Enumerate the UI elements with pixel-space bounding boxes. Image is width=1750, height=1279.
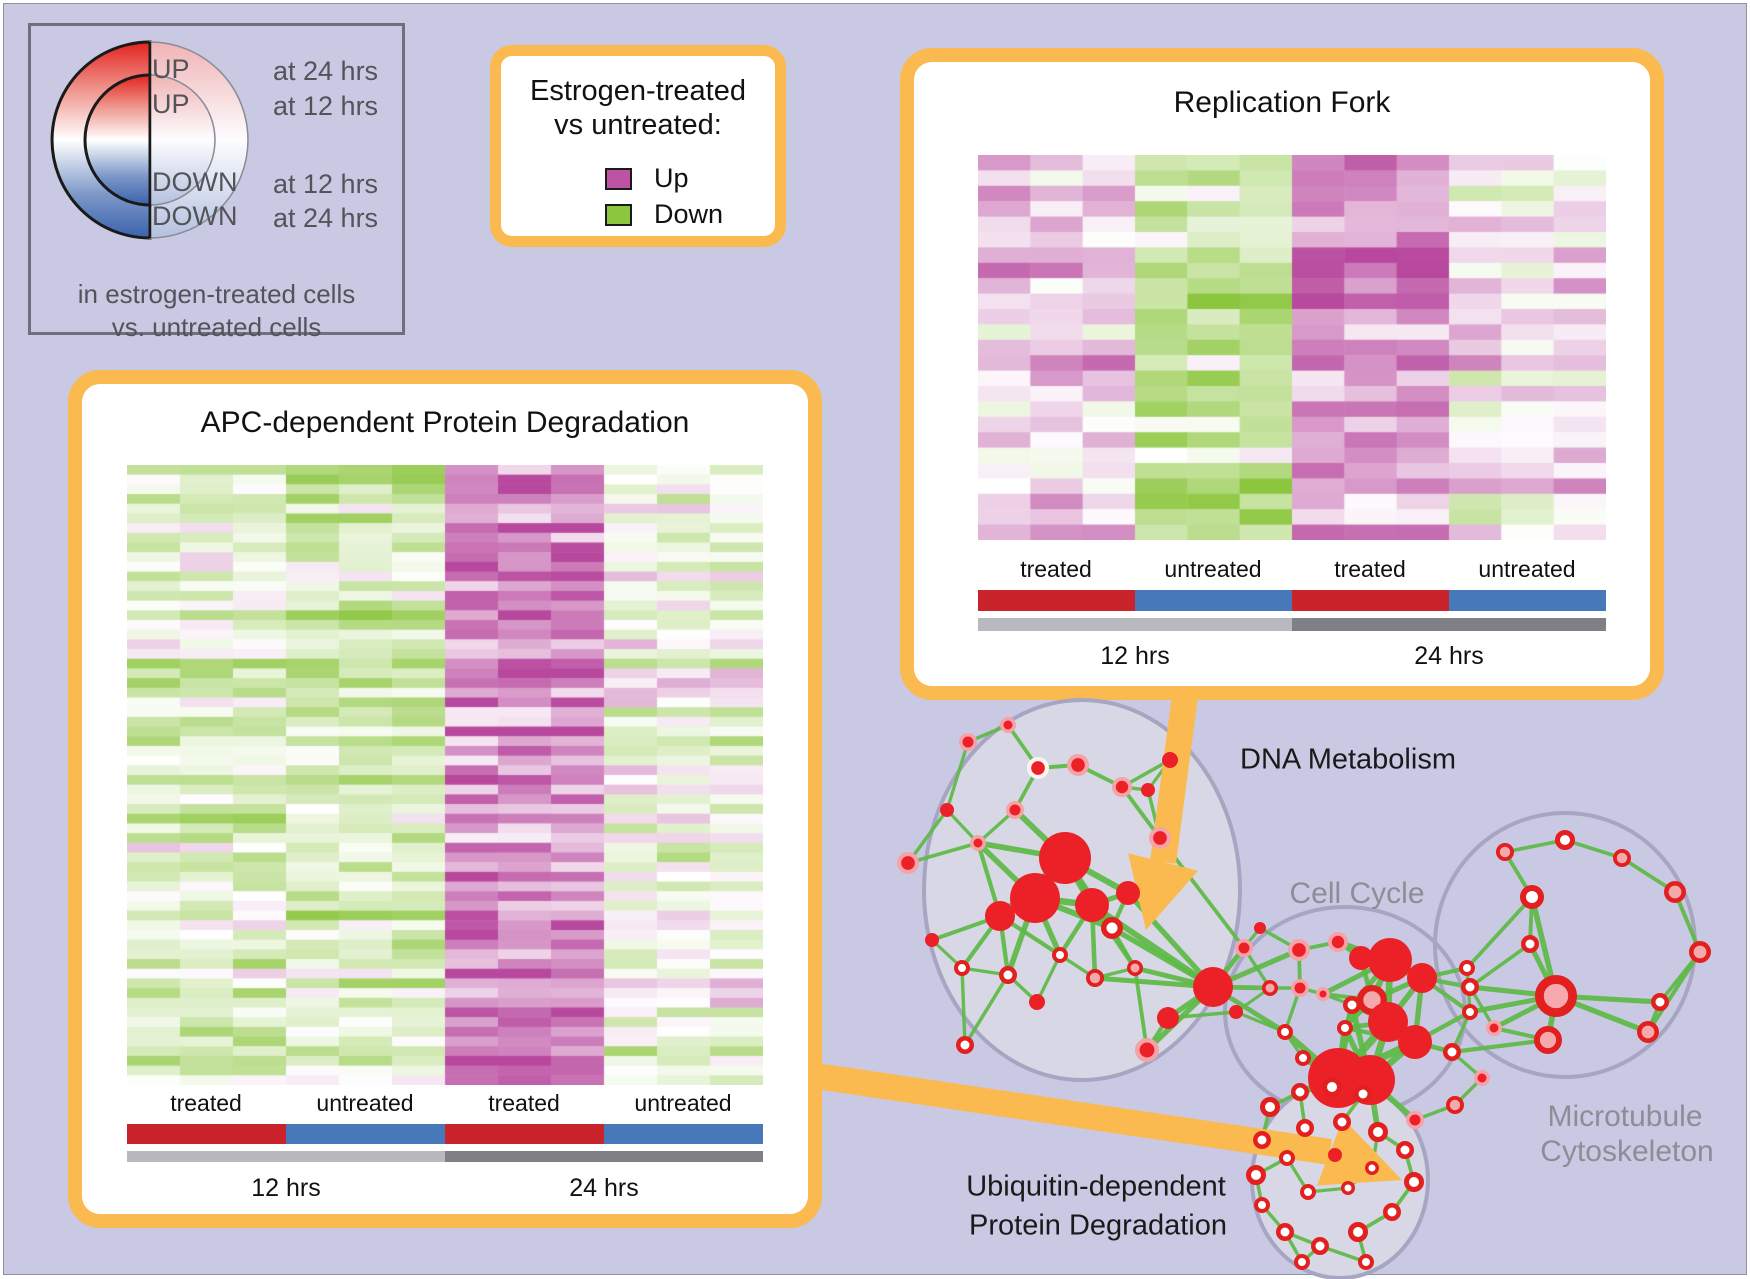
cluster-label-cell-cycle: Cell Cycle: [1289, 877, 1425, 910]
apc-treated-bar-24h: [445, 1124, 604, 1144]
apc-12hrs-label: 12 hrs: [251, 1174, 321, 1202]
apc-heatmap: [127, 465, 763, 1085]
rf-sample-label-3: treated: [1334, 556, 1406, 582]
cluster-label-microtubule-line2: Cytoskeleton: [1540, 1135, 1714, 1168]
legend-down-12-word: DOWN: [152, 167, 238, 197]
apc-treated-bar-12h: [127, 1124, 286, 1144]
estrogen-legend-title: Estrogen-treated vs untreated:: [501, 74, 775, 142]
circle-legend-caption: in estrogen-treated cells vs. untreated …: [31, 278, 402, 344]
cluster-label-ubiquitin-line1: Ubiquitin-dependent: [966, 1170, 1226, 1203]
estrogen-legend-box: Estrogen-treated vs untreated: Up Down: [490, 45, 786, 247]
rf-sample-label-4: untreated: [1478, 556, 1576, 582]
rf-untreated-bar-12h: [1135, 590, 1292, 611]
apc-degradation-panel: APC-dependent Protein Degradation treate…: [68, 370, 822, 1228]
down-color-swatch: [605, 203, 632, 226]
legend-up-12-word: UP: [152, 89, 190, 119]
apc-sample-label-2: untreated: [316, 1090, 414, 1116]
cluster-label-microtubule-line1: Microtubule: [1547, 1100, 1703, 1133]
legend-down-12-time: at 12 hrs: [273, 169, 379, 199]
circle-legend-box: UP at 24 hrs UP at 12 hrs DOWN at 12 hrs…: [28, 23, 405, 342]
legend-up-12-time: at 12 hrs: [273, 91, 379, 121]
apc-24hrs-label: 24 hrs: [569, 1174, 639, 1202]
rf-24h-group-bar: [1292, 618, 1606, 631]
down-label: Down: [654, 199, 724, 229]
apc-untreated-bar-24h: [604, 1124, 763, 1144]
rf-sample-label-1: treated: [1020, 556, 1092, 582]
rf-sample-label-2: untreated: [1164, 556, 1262, 582]
rf-treated-bar-24h: [1292, 590, 1449, 611]
rf-12hrs-label: 12 hrs: [1100, 642, 1170, 670]
apc-12h-group-bar: [127, 1151, 445, 1162]
apc-untreated-bar-12h: [286, 1124, 445, 1144]
cluster-label-ubiquitin-line2: Protein Degradation: [969, 1209, 1227, 1242]
legend-down-24-word: DOWN: [152, 201, 238, 231]
circle-legend-caption-line2: vs. untreated cells: [111, 312, 322, 342]
apc-sample-label-4: untreated: [634, 1090, 732, 1116]
estrogen-legend-title-line2: vs untreated:: [554, 109, 722, 141]
apc-sample-label-3: treated: [488, 1090, 560, 1116]
inner-circle-left-half: [83, 73, 152, 207]
estrogen-legend-title-line1: Estrogen-treated: [529, 75, 746, 107]
legend-up-24-word: UP: [152, 54, 190, 84]
concentric-circles-legend-graphic: [50, 40, 249, 240]
replication-fork-title: Replication Fork: [1173, 86, 1391, 119]
replication-fork-heatmap: [978, 155, 1606, 540]
legend-item-down: Down: [605, 201, 723, 228]
apc-24h-group-bar: [445, 1151, 763, 1162]
legend-down-24-time: at 24 hrs: [273, 203, 379, 233]
rf-untreated-bar-24h: [1449, 590, 1606, 611]
legend-up-24-time: at 24 hrs: [273, 56, 379, 86]
up-color-swatch: [605, 167, 632, 190]
replication-fork-panel: Replication Fork treated untreated treat…: [900, 48, 1664, 700]
cluster-label-dna-metabolism: DNA Metabolism: [1240, 743, 1456, 776]
apc-panel-title: APC-dependent Protein Degradation: [200, 406, 690, 439]
inner-circle-right-half: [149, 74, 216, 206]
circle-legend-caption-line1: in estrogen-treated cells: [77, 279, 356, 309]
up-label: Up: [654, 163, 689, 193]
rf-treated-bar-12h: [978, 590, 1135, 611]
apc-sample-label-1: treated: [170, 1090, 242, 1116]
rf-12h-group-bar: [978, 618, 1292, 631]
rf-24hrs-label: 24 hrs: [1414, 642, 1484, 670]
legend-item-up: Up: [605, 165, 689, 192]
